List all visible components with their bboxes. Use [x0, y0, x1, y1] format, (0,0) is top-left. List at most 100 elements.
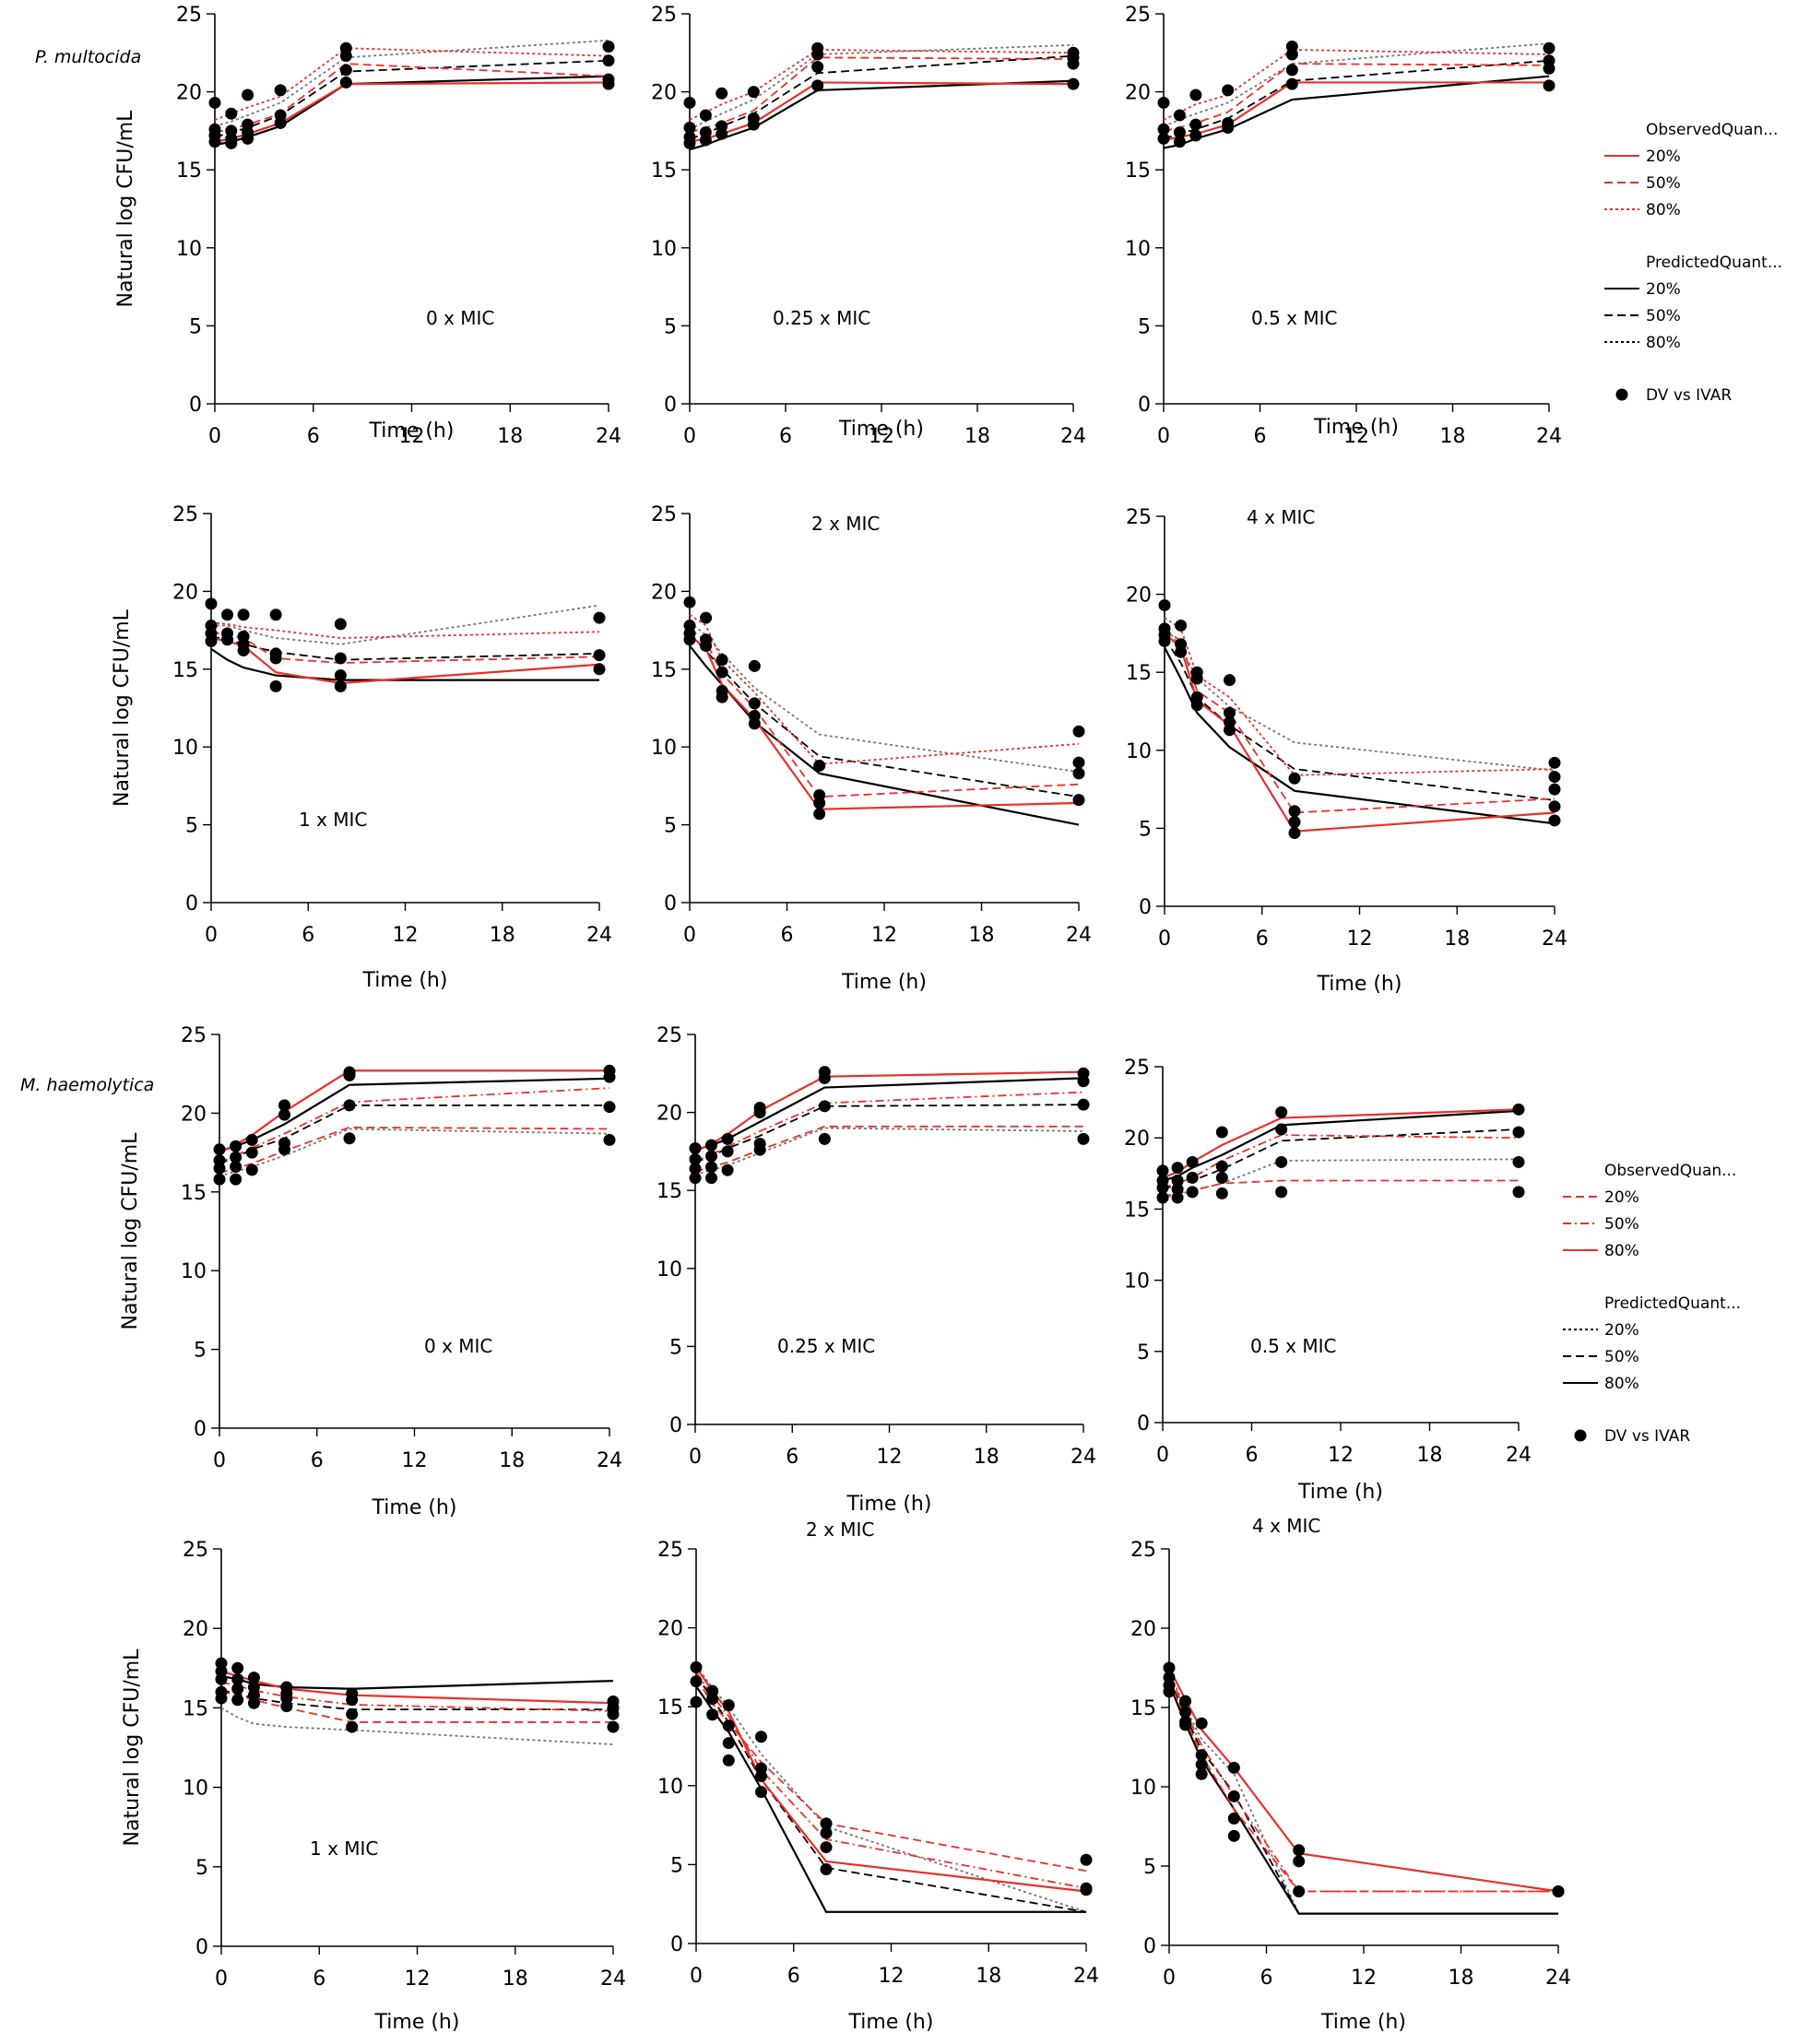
- x-tick-label: 0: [213, 1449, 226, 1472]
- legend-predicted-label: 20%: [1604, 1321, 1639, 1340]
- data-point: [1288, 826, 1301, 839]
- panel-label: 1 x MIC: [310, 1837, 378, 1860]
- x-axis-title: Time (h): [846, 1493, 932, 1516]
- data-point: [820, 1863, 833, 1876]
- chart-panel-11: 0 5 10 15 20 25 0 6 12 18 24 Time (h) 2 x MIC: [657, 1518, 1099, 2034]
- data-point: [1548, 756, 1561, 769]
- data-point: [1512, 1103, 1525, 1116]
- data-point: [343, 1069, 356, 1081]
- y-tick-label: 0: [1143, 1935, 1156, 1958]
- data-point: [278, 1108, 290, 1121]
- data-point: [755, 1786, 767, 1799]
- x-tick-label: 6: [781, 924, 794, 947]
- y-tick-label: 15: [176, 160, 202, 183]
- observed-80pct-line: [1164, 617, 1556, 776]
- data-point: [699, 109, 712, 122]
- y-tick-label: 15: [1130, 1697, 1156, 1720]
- data-point: [602, 77, 615, 90]
- y-tick-label: 0: [1137, 1412, 1150, 1436]
- observed-20pct-line: [1162, 1179, 1519, 1198]
- data-point: [242, 89, 254, 101]
- y-tick-label: 10: [657, 1776, 683, 1799]
- data-point: [716, 127, 728, 140]
- y-tick-label: 0: [664, 892, 677, 916]
- data-point: [1543, 41, 1556, 54]
- x-tick-label: 0: [1156, 1444, 1169, 1467]
- x-tick-label: 24: [1536, 425, 1562, 448]
- legend-observed-title: ObservedQuan...: [1646, 121, 1778, 139]
- x-tick-label: 6: [787, 1965, 800, 1988]
- y-tick-label: 5: [195, 1857, 208, 1880]
- data-point: [1190, 699, 1203, 712]
- x-axis-title: Time (h): [372, 1496, 457, 1519]
- data-point: [242, 132, 254, 145]
- predicted-20pct-line: [694, 1127, 1084, 1176]
- predicted-20pct-line: [1164, 646, 1556, 825]
- y-tick-label: 25: [651, 503, 677, 526]
- y-tick-label: 5: [194, 1340, 207, 1363]
- y-tick-label: 15: [172, 659, 198, 682]
- x-tick-label: 12: [1328, 1444, 1354, 1467]
- data-point: [607, 1707, 620, 1720]
- panel-label: 2 x MIC: [811, 513, 880, 535]
- x-tick-label: 24: [1545, 1967, 1571, 1990]
- data-point: [1224, 674, 1236, 687]
- y-tick-label: 0: [664, 394, 677, 417]
- x-tick-label: 6: [1254, 425, 1267, 448]
- observed-80pct-line: [1168, 1667, 1559, 1893]
- data-point: [269, 679, 282, 692]
- y-tick-label: 25: [657, 1539, 683, 1562]
- data-point: [346, 1694, 359, 1707]
- predicted-20pct-line: [214, 75, 609, 147]
- data-point: [603, 1070, 616, 1083]
- data-point: [747, 118, 760, 131]
- data-point: [1195, 1749, 1208, 1762]
- predicted-50pct-line: [219, 1104, 609, 1164]
- x-tick-label: 18: [964, 425, 990, 448]
- data-point: [820, 1826, 833, 1839]
- predicted-20pct-line: [1163, 75, 1550, 149]
- data-point: [1186, 1186, 1199, 1199]
- y-tick-label: 25: [1130, 1539, 1156, 1562]
- x-tick-label: 0: [683, 924, 696, 947]
- data-point: [716, 691, 728, 703]
- predicted-20pct-line: [695, 1665, 1087, 1913]
- data-point: [1077, 1098, 1090, 1111]
- data-point: [813, 808, 826, 821]
- legend-observed-label: 20%: [1604, 1188, 1639, 1207]
- panel-label: 4 x MIC: [1252, 1515, 1320, 1537]
- legend-observed-label: 80%: [1646, 201, 1681, 219]
- data-point: [1171, 1191, 1184, 1204]
- observed-50pct-line: [220, 1681, 614, 1712]
- legend-predicted-label: 80%: [1646, 334, 1681, 352]
- legend-observed-label: 50%: [1646, 174, 1681, 193]
- data-point: [689, 1142, 702, 1155]
- data-point: [1293, 1855, 1306, 1868]
- data-point: [1156, 1164, 1169, 1177]
- data-point: [722, 1737, 735, 1750]
- data-point: [274, 84, 287, 97]
- data-point: [205, 597, 218, 610]
- y-tick-label: 25: [172, 503, 198, 526]
- observed-80pct-line: [689, 613, 1080, 765]
- data-point: [716, 87, 728, 100]
- data-point: [721, 1164, 734, 1176]
- observed-80pct-line: [694, 1070, 1084, 1152]
- data-point: [205, 634, 218, 647]
- data-point: [602, 41, 615, 53]
- x-axis-title: Time (h): [1317, 973, 1402, 996]
- data-point: [1548, 800, 1561, 813]
- data-point: [689, 1152, 702, 1165]
- data-point: [700, 611, 713, 624]
- data-point: [1195, 1767, 1208, 1780]
- x-tick-label: 0: [690, 1965, 703, 1988]
- data-point: [280, 1700, 293, 1713]
- x-tick-label: 18: [490, 924, 515, 947]
- data-point: [1179, 1695, 1192, 1707]
- observed-80pct-line: [689, 49, 1074, 121]
- data-point: [1552, 1885, 1565, 1898]
- data-point: [705, 1161, 718, 1174]
- y-tick-label: 25: [1126, 506, 1152, 529]
- data-point: [1173, 136, 1186, 148]
- panel-label: 0.25 x MIC: [777, 1335, 875, 1357]
